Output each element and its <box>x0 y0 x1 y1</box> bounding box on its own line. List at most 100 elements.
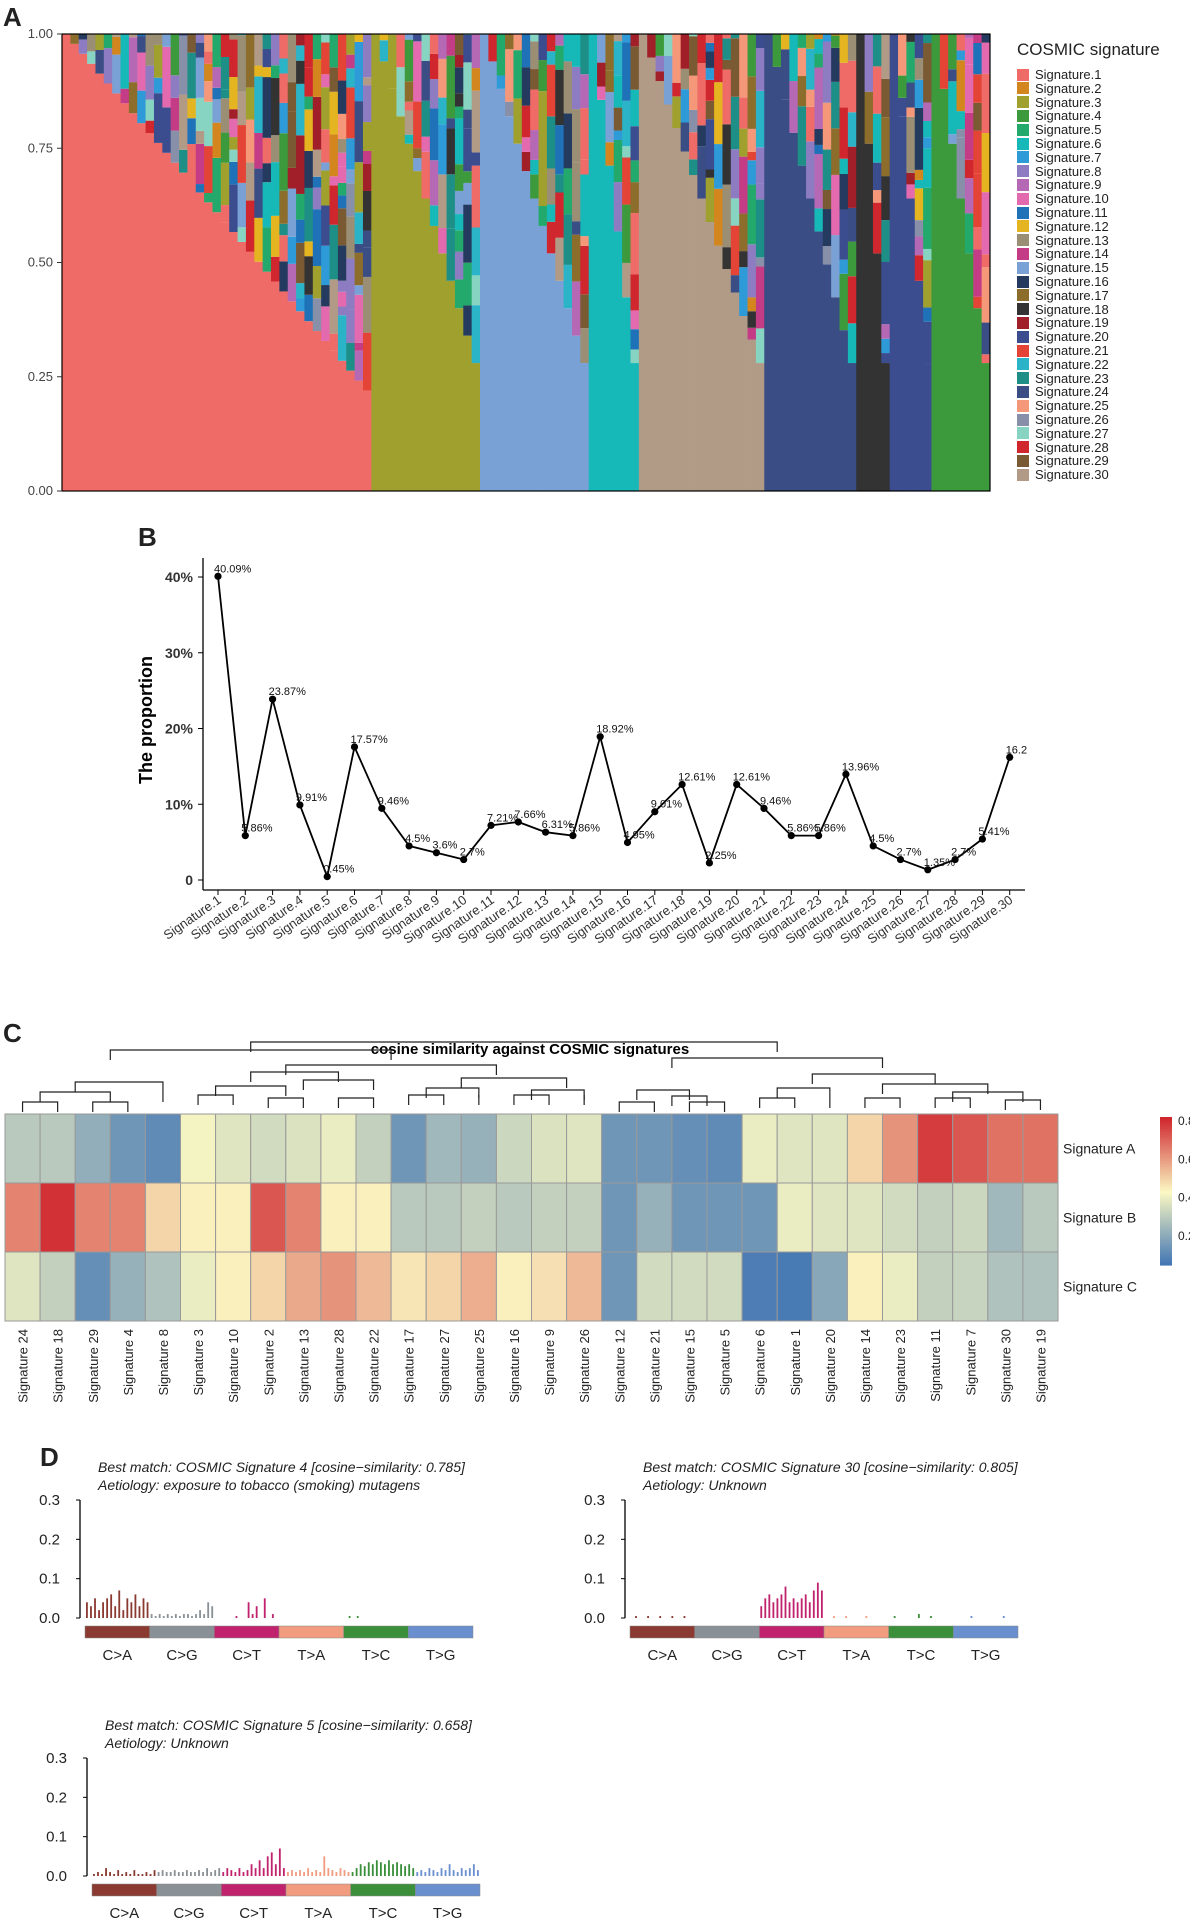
heatmap-cell <box>4 1251 41 1322</box>
sample-bar-segment <box>747 151 757 161</box>
legend-label: Signature.9 <box>1035 177 1102 193</box>
sample-bar-segment <box>964 213 974 254</box>
sample-bar-segment <box>287 111 297 168</box>
sample-bar-segment <box>722 184 732 248</box>
sample-bar-segment <box>471 152 481 166</box>
sample-bar-segment <box>103 48 113 84</box>
sample-bar-segment <box>296 83 305 136</box>
legend-swatch <box>1017 358 1029 371</box>
dendrogram-branch <box>250 1071 340 1082</box>
spectrum-bar <box>784 1586 787 1618</box>
sample-bar-segment <box>346 138 356 170</box>
dendrogram-branch <box>92 1101 129 1112</box>
sample-bar-segment <box>421 100 431 137</box>
data-point <box>350 743 359 751</box>
colorbar-step <box>1160 1188 1172 1192</box>
sample-bar-segment <box>747 34 757 77</box>
data-point <box>269 695 277 703</box>
colorbar-step <box>1160 1149 1172 1153</box>
sample-bar-segment <box>839 107 849 159</box>
data-label: 2.25% <box>705 850 736 862</box>
dendrogram-branch <box>250 1041 778 1052</box>
sample-bar-segment <box>546 253 556 491</box>
spectrum-bar <box>812 1590 815 1618</box>
sample-bar-segment <box>153 142 163 491</box>
column-label: Signature 6 <box>753 1329 768 1396</box>
spectrum-bar <box>101 1874 103 1876</box>
sample-bar-segment <box>187 98 197 119</box>
heatmap-cell <box>987 1251 1024 1322</box>
sample-bar-segment <box>362 230 372 248</box>
y-tick-label: 0 <box>185 872 193 888</box>
spectrum-bar <box>404 1866 407 1876</box>
y-tick-label: 0.75 <box>28 140 53 155</box>
sample-bar-segment <box>881 117 891 177</box>
sample-bar-segment <box>906 34 916 42</box>
column-label: Signature 1 <box>788 1329 803 1396</box>
sample-bar-segment <box>204 101 213 147</box>
column-label: Signature 11 <box>928 1329 943 1402</box>
dendrogram-branch <box>337 1097 375 1108</box>
sample-bar-segment <box>739 97 748 129</box>
sample-bar-segment <box>454 279 464 309</box>
data-point <box>978 835 987 843</box>
sample-bar-segment <box>563 168 573 215</box>
sample-bar-segment <box>170 97 180 131</box>
sample-bar-segment <box>730 225 740 276</box>
spectrum-bar <box>214 1870 217 1876</box>
dendrogram-branch <box>21 1101 59 1112</box>
sample-bar-segment <box>421 60 431 101</box>
spectrum-bar <box>199 1610 201 1618</box>
spectrum-bar <box>295 1872 297 1876</box>
spectrum-bar <box>93 1874 95 1876</box>
sample-bar-segment <box>672 82 682 97</box>
sample-bar-segment <box>362 122 372 151</box>
sample-bar-segment <box>354 350 364 381</box>
sample-bar-segment <box>956 60 966 112</box>
sample-bar-segment <box>797 76 807 107</box>
sample-bar-segment <box>413 34 422 42</box>
sample-bar-segment <box>622 34 631 43</box>
dendrogram-branch <box>285 1064 497 1075</box>
heatmap-cell <box>425 1113 462 1184</box>
sample-bar-segment <box>112 93 121 491</box>
colorbar-step <box>1160 1119 1172 1123</box>
sample-bar-segment <box>271 65 280 79</box>
heatmap-cell <box>811 1251 848 1322</box>
legend-label: Signature.25 <box>1035 398 1109 414</box>
colorbar-step <box>1160 1232 1172 1236</box>
data-point <box>569 832 577 840</box>
sample-bar-segment <box>128 37 138 83</box>
sample-bar-segment <box>831 81 840 129</box>
sample-bar-segment <box>571 234 581 282</box>
sample-bar-segment <box>304 109 314 151</box>
colorbar-step <box>1160 1151 1172 1155</box>
sample-bar-segment <box>872 162 882 191</box>
sample-bar-segment <box>521 67 531 106</box>
column-label: Signature 3 <box>191 1329 206 1396</box>
sample-bar-segment <box>555 280 565 491</box>
data-label: 5.86% <box>815 823 846 835</box>
sample-bar-segment <box>923 363 932 491</box>
column-label: Signature 4 <box>121 1329 136 1396</box>
sample-bar-segment <box>597 99 606 492</box>
sample-bar-segment <box>580 245 590 295</box>
sample-bar-segment <box>613 130 623 140</box>
sample-bar-segment <box>964 178 974 214</box>
sample-bar-segment <box>362 163 372 191</box>
colorbar-step <box>1160 1252 1172 1256</box>
sample-bar-segment <box>312 149 322 177</box>
sample-bar-segment <box>262 163 272 183</box>
spectrum-bar <box>255 1606 258 1618</box>
sample-bar-segment <box>413 41 422 102</box>
sample-bar-segment <box>839 62 849 108</box>
sample-bar-segment <box>195 42 205 58</box>
sample-bar-segment <box>128 113 138 492</box>
colorbar-step <box>1160 1154 1172 1158</box>
colorbar-step <box>1160 1144 1172 1148</box>
sample-bar-segment <box>505 101 514 117</box>
sample-bar-segment <box>195 130 205 144</box>
sample-bar-segment <box>530 41 539 70</box>
spectrum-bar <box>808 1602 811 1618</box>
legend-item: Signature.27 <box>1017 426 1109 441</box>
